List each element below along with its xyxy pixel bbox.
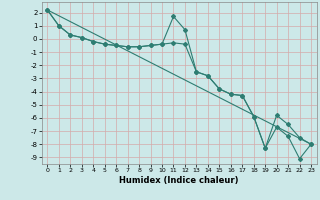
X-axis label: Humidex (Indice chaleur): Humidex (Indice chaleur) — [119, 176, 239, 185]
